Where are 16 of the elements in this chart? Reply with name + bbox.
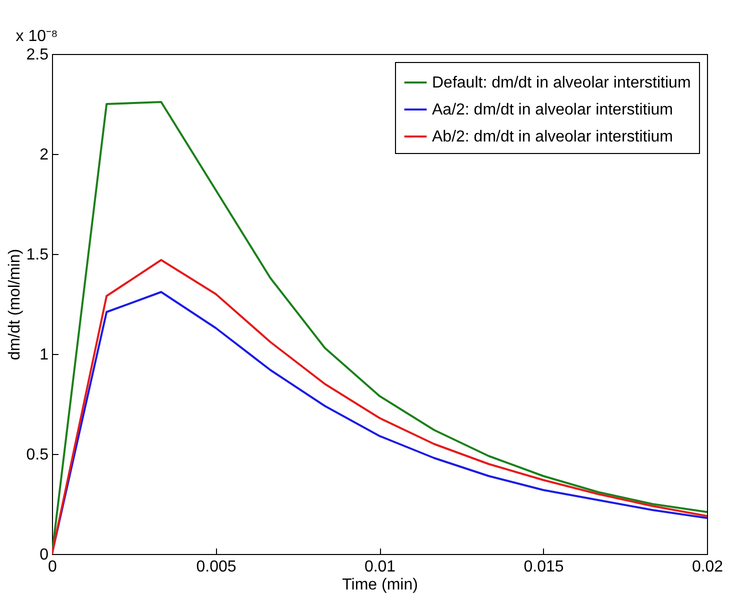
- y-tick-label: 1.5: [26, 246, 49, 264]
- x-tick-label: 0.005: [196, 558, 236, 576]
- legend-label: Aa/2: dm/dt in alveolar interstitium: [432, 102, 673, 118]
- text: x 10⁻⁸: [16, 28, 58, 45]
- y-tick-label: 0.5: [26, 446, 49, 464]
- y-tick-label: 2.5: [26, 46, 49, 64]
- legend-label: Ab/2: dm/dt in alveolar interstitium: [432, 128, 673, 146]
- y-tick-label: 1: [40, 346, 49, 364]
- y-tick-label: 0: [40, 546, 49, 564]
- x-tick-label: 0.01: [364, 558, 396, 576]
- legend-label: Default: dm/dt in alveolar interstitium: [432, 74, 691, 92]
- x-axis-title: Time (min): [342, 576, 418, 594]
- y-axis-title: dm/dt (mol/min): [6, 248, 24, 360]
- x-tick-label: 0.02: [692, 558, 724, 576]
- y-tick-label: 2: [40, 146, 49, 164]
- x-tick-label: 0.015: [524, 558, 564, 576]
